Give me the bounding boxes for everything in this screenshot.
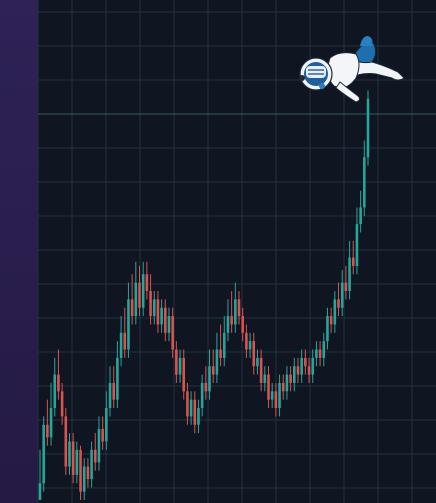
candle xyxy=(204,382,208,392)
candle xyxy=(171,316,174,350)
candle xyxy=(149,291,152,317)
candle xyxy=(351,257,355,266)
candle xyxy=(197,408,200,425)
candle xyxy=(134,282,138,317)
candle xyxy=(182,357,186,392)
candle xyxy=(108,382,112,409)
candle xyxy=(79,449,82,492)
candle xyxy=(130,299,134,317)
candle xyxy=(138,282,141,308)
candle xyxy=(57,374,60,392)
candle xyxy=(167,316,171,333)
candle xyxy=(90,449,93,480)
candle xyxy=(152,299,156,317)
candle xyxy=(333,299,337,325)
candle xyxy=(219,349,222,358)
candle xyxy=(366,98,370,158)
candle xyxy=(160,307,163,325)
candle xyxy=(86,466,90,480)
candle xyxy=(141,274,145,308)
candle xyxy=(363,157,366,208)
candle xyxy=(46,424,49,438)
candle xyxy=(278,382,281,409)
candle xyxy=(38,483,42,500)
candle xyxy=(256,357,259,367)
candle xyxy=(189,399,193,417)
candle xyxy=(274,391,278,409)
candle xyxy=(42,424,45,484)
candle xyxy=(259,357,263,383)
candle xyxy=(105,408,108,442)
candle xyxy=(60,391,64,417)
candle xyxy=(208,366,211,392)
candle xyxy=(237,299,241,317)
candle xyxy=(245,332,248,350)
candle xyxy=(289,374,292,383)
candle xyxy=(296,366,300,375)
candle xyxy=(211,366,215,375)
candle xyxy=(315,349,318,358)
candle xyxy=(293,366,296,383)
candle xyxy=(304,357,307,367)
candle xyxy=(300,357,303,375)
candle xyxy=(82,466,86,492)
candle xyxy=(270,391,274,400)
candle xyxy=(75,449,79,475)
candle xyxy=(344,282,348,291)
candle xyxy=(307,366,311,375)
candle xyxy=(311,357,315,375)
candle xyxy=(340,282,344,308)
candle xyxy=(322,341,326,358)
candle xyxy=(252,341,256,367)
candle xyxy=(127,299,130,350)
candle xyxy=(326,316,329,342)
candle xyxy=(123,332,127,350)
candle xyxy=(234,299,237,325)
candle xyxy=(263,374,267,383)
candle xyxy=(267,374,270,400)
candle xyxy=(193,399,197,425)
candle xyxy=(68,441,71,467)
candle xyxy=(71,441,75,475)
candle xyxy=(348,257,351,291)
candle xyxy=(119,332,123,358)
candle xyxy=(241,316,244,333)
candle xyxy=(355,224,359,266)
candle xyxy=(337,299,340,308)
left-highlight-band xyxy=(0,0,38,503)
candle xyxy=(359,207,362,225)
candle xyxy=(164,307,167,333)
candle xyxy=(329,316,333,325)
candle xyxy=(248,341,252,350)
candle xyxy=(178,357,182,375)
candle xyxy=(186,391,189,417)
candle xyxy=(175,349,178,375)
candle xyxy=(200,382,204,409)
candle xyxy=(112,382,115,400)
candle xyxy=(145,274,149,291)
candle xyxy=(53,374,57,409)
candles-group xyxy=(38,90,370,500)
candle xyxy=(281,382,285,392)
candle xyxy=(318,349,322,358)
candle xyxy=(215,349,219,375)
candle xyxy=(93,449,97,463)
candle xyxy=(156,299,160,325)
candle xyxy=(222,332,226,358)
candle xyxy=(116,357,119,400)
candle xyxy=(64,416,68,467)
candle xyxy=(230,316,233,325)
candle xyxy=(49,408,53,438)
candle xyxy=(101,428,104,442)
candle xyxy=(285,374,289,392)
astronaut-mascot-icon xyxy=(299,36,405,103)
candle xyxy=(97,428,101,463)
candle xyxy=(226,316,230,333)
